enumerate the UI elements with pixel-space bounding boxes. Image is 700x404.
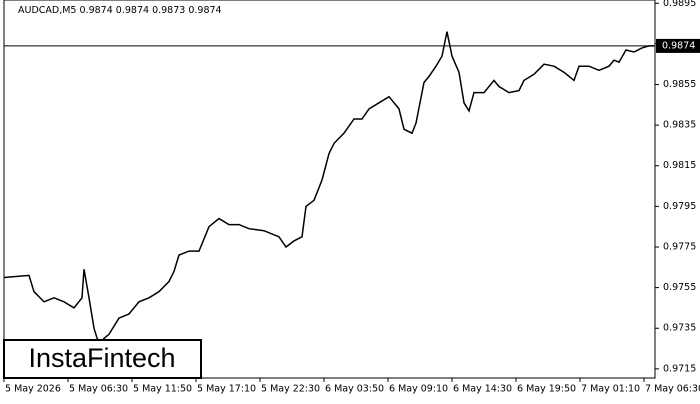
close: 0.9874 — [188, 5, 221, 16]
y-tick-label: 0.9795 — [663, 201, 696, 212]
high: 0.9874 — [116, 5, 149, 16]
y-tick-label: 0.9835 — [663, 120, 696, 131]
watermark-box — [3, 339, 202, 379]
chart-header: AUDCAD,M5 0.9874 0.9874 0.9873 0.9874 — [18, 5, 222, 16]
x-tick-label: 5 May 11:50 — [133, 384, 192, 395]
y-tick-label: 0.9815 — [663, 160, 696, 171]
y-tick-label: 0.9855 — [663, 79, 696, 90]
low: 0.9873 — [152, 5, 185, 16]
watermark: InstaFintech — [28, 343, 175, 373]
plot-frame — [3, 0, 656, 379]
y-tick-label: 0.9735 — [663, 323, 696, 334]
y-tick-label: 0.9895 — [663, 0, 696, 9]
x-tick-label: 5 May 2026 — [5, 384, 61, 395]
x-tick-label: 6 May 19:50 — [517, 384, 576, 395]
current-price-box — [656, 38, 700, 53]
open: 0.9874 — [80, 5, 113, 16]
y-tick-label: 0.9775 — [663, 241, 696, 252]
x-tick-label: 5 May 06:30 — [69, 384, 128, 395]
symbol: AUDCAD,M5 — [18, 5, 76, 16]
x-tick-label: 6 May 14:30 — [453, 384, 512, 395]
y-tick-label: 0.9715 — [663, 363, 696, 374]
x-tick-label: 6 May 09:10 — [389, 384, 448, 395]
x-tick-label: 7 May 01:10 — [581, 384, 640, 395]
current-price-label: 0.9874 — [662, 40, 695, 51]
x-tick-label: 5 May 17:10 — [197, 384, 256, 395]
price-line — [3, 31, 654, 347]
x-tick-label: 7 May 06:30 — [645, 384, 700, 395]
x-tick-label: 5 May 22:30 — [261, 384, 320, 395]
y-tick-label: 0.9755 — [663, 282, 696, 293]
x-tick-label: 6 May 03:50 — [325, 384, 384, 395]
